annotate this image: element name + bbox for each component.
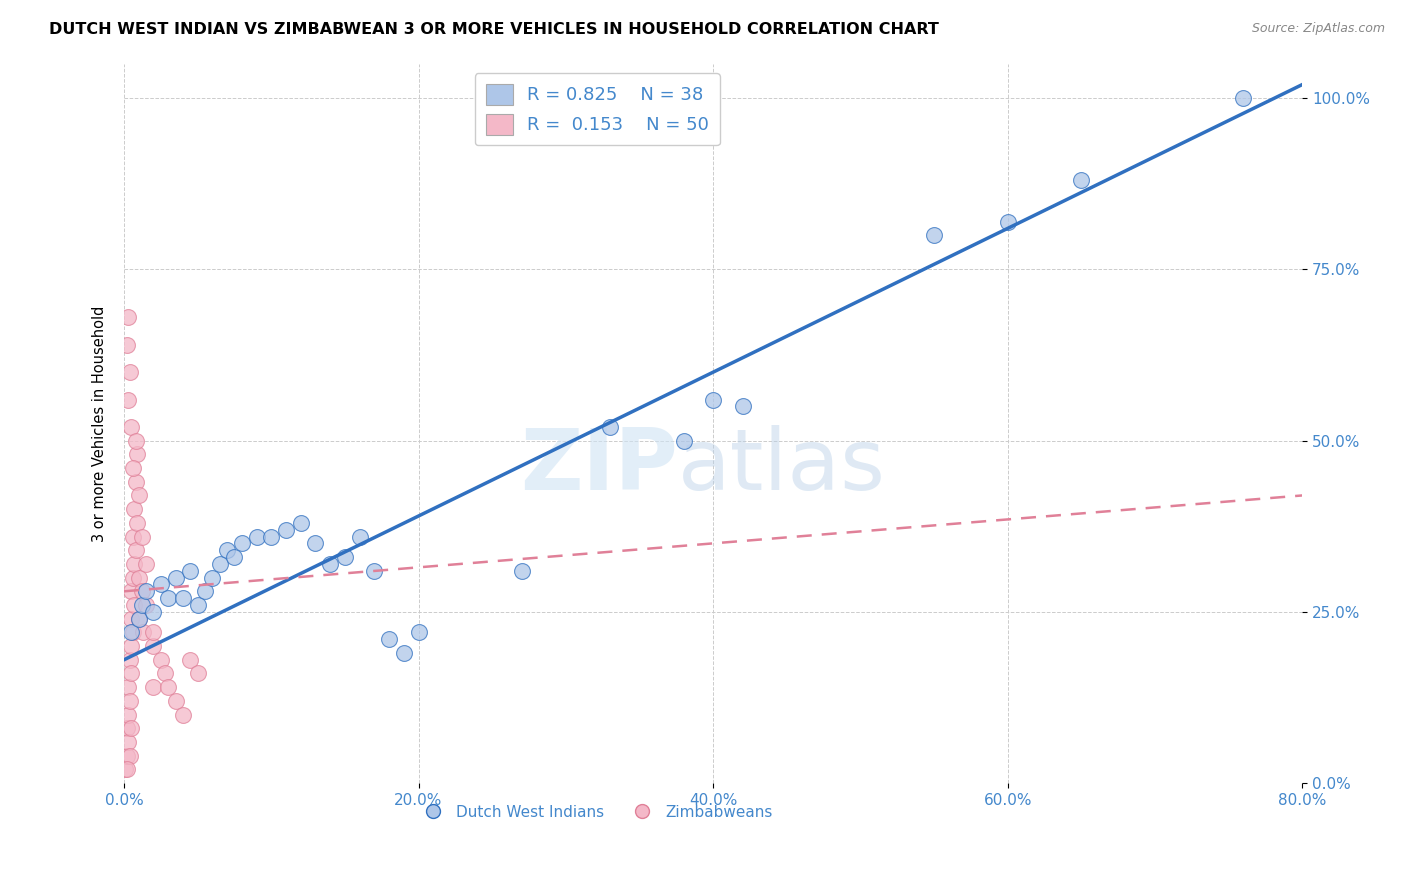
Point — [135, 584, 157, 599]
Point — [118, 694, 141, 708]
Point — [599, 420, 621, 434]
Point — [304, 536, 326, 550]
Point — [115, 721, 138, 735]
Point — [121, 625, 143, 640]
Point — [149, 577, 172, 591]
Point — [165, 571, 187, 585]
Point — [349, 529, 371, 543]
Point — [115, 338, 138, 352]
Point — [333, 550, 356, 565]
Text: Source: ZipAtlas.com: Source: ZipAtlas.com — [1251, 22, 1385, 36]
Point — [118, 653, 141, 667]
Point — [319, 557, 342, 571]
Point — [201, 571, 224, 585]
Point — [172, 591, 194, 606]
Point — [157, 680, 180, 694]
Point — [125, 475, 148, 489]
Point — [120, 666, 142, 681]
Point — [231, 536, 253, 550]
Point — [187, 666, 209, 681]
Point — [997, 214, 1019, 228]
Point — [172, 707, 194, 722]
Point — [124, 598, 146, 612]
Point — [135, 598, 157, 612]
Point — [132, 625, 155, 640]
Point — [224, 550, 246, 565]
Point — [155, 666, 177, 681]
Point — [131, 529, 153, 543]
Point — [128, 612, 150, 626]
Point — [128, 488, 150, 502]
Point — [510, 564, 533, 578]
Text: DUTCH WEST INDIAN VS ZIMBABWEAN 3 OR MORE VEHICLES IN HOUSEHOLD CORRELATION CHAR: DUTCH WEST INDIAN VS ZIMBABWEAN 3 OR MOR… — [49, 22, 939, 37]
Point — [165, 694, 187, 708]
Point — [149, 653, 172, 667]
Point — [121, 571, 143, 585]
Point — [157, 591, 180, 606]
Point — [274, 523, 297, 537]
Point — [124, 557, 146, 571]
Point — [120, 721, 142, 735]
Point — [125, 543, 148, 558]
Point — [120, 625, 142, 640]
Point — [117, 310, 139, 325]
Point — [1232, 91, 1254, 105]
Point — [135, 557, 157, 571]
Point — [124, 502, 146, 516]
Point — [128, 571, 150, 585]
Point — [118, 365, 141, 379]
Point — [245, 529, 267, 543]
Point — [120, 612, 142, 626]
Point — [142, 680, 165, 694]
Point — [117, 392, 139, 407]
Point — [121, 461, 143, 475]
Point — [217, 543, 239, 558]
Point — [118, 748, 141, 763]
Point — [731, 400, 754, 414]
Point — [142, 605, 165, 619]
Point — [187, 598, 209, 612]
Point — [117, 707, 139, 722]
Point — [128, 612, 150, 626]
Point — [142, 625, 165, 640]
Point — [194, 584, 217, 599]
Point — [290, 516, 312, 530]
Point — [179, 653, 201, 667]
Point — [120, 639, 142, 653]
Point — [120, 420, 142, 434]
Point — [208, 557, 231, 571]
Point — [127, 447, 149, 461]
Point — [378, 632, 401, 647]
Point — [115, 762, 138, 776]
Point — [131, 584, 153, 599]
Point — [114, 762, 136, 776]
Y-axis label: 3 or more Vehicles in Household: 3 or more Vehicles in Household — [93, 305, 107, 541]
Point — [127, 516, 149, 530]
Legend: Dutch West Indians, Zimbabweans: Dutch West Indians, Zimbabweans — [412, 798, 779, 826]
Point — [922, 228, 945, 243]
Point — [702, 392, 724, 407]
Point — [260, 529, 283, 543]
Point — [121, 529, 143, 543]
Point — [179, 564, 201, 578]
Point — [120, 584, 142, 599]
Point — [117, 735, 139, 749]
Point — [125, 434, 148, 448]
Point — [131, 598, 153, 612]
Point — [142, 639, 165, 653]
Point — [392, 646, 415, 660]
Text: atlas: atlas — [678, 425, 886, 508]
Point — [1070, 173, 1092, 187]
Text: ZIP: ZIP — [520, 425, 678, 508]
Point — [408, 625, 430, 640]
Point — [672, 434, 695, 448]
Point — [115, 748, 138, 763]
Point — [363, 564, 385, 578]
Point — [117, 680, 139, 694]
